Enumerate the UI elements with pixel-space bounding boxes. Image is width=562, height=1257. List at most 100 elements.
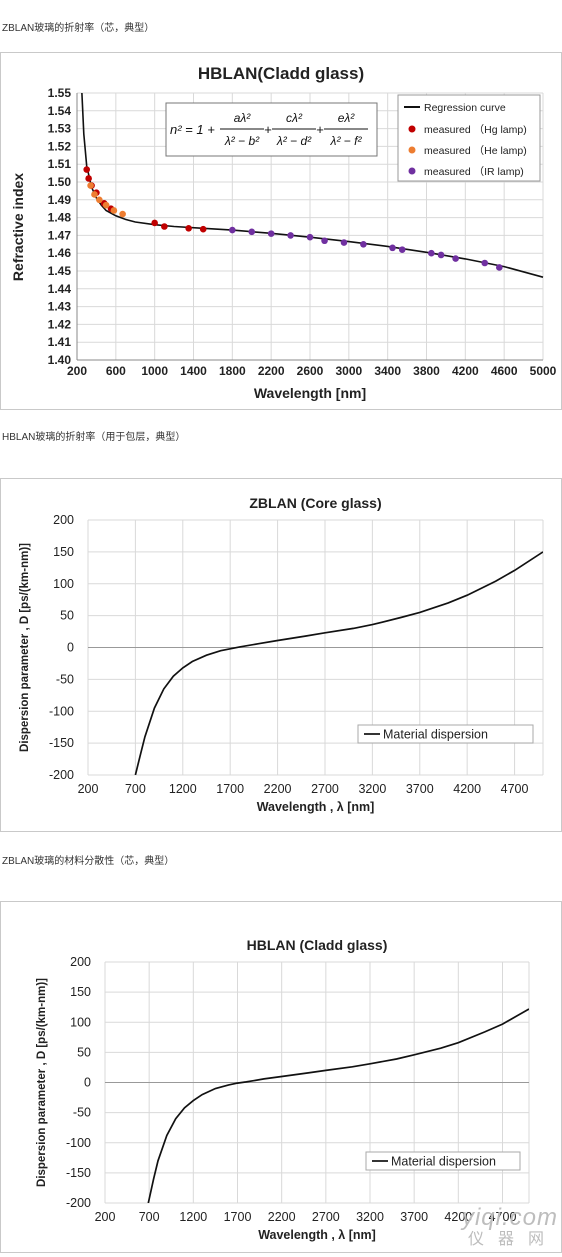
- x-tick-label: 1700: [224, 1210, 252, 1224]
- data-point-ir: [287, 232, 294, 239]
- formula-lhs: n² = 1 +: [170, 122, 215, 137]
- formula-box: n² = 1 + aλ² λ² − b² + cλ² λ² − d² + eλ² λ² − f²: [165, 102, 378, 157]
- chart-title: ZBLAN (Core glass): [249, 495, 381, 511]
- data-point-he: [102, 201, 110, 209]
- legend-label: Material dispersion: [383, 728, 488, 742]
- y-tick-label: 200: [70, 955, 91, 969]
- data-point-ir: [229, 226, 236, 234]
- x-tick-label: 2200: [264, 782, 292, 796]
- y-tick-label: 1.41: [48, 335, 72, 349]
- y-tick-label: 1.49: [48, 193, 72, 207]
- data-point-he: [87, 182, 94, 189]
- x-tick-label: 700: [139, 1210, 160, 1224]
- x-tick-label: 4200: [444, 1210, 472, 1224]
- legend-frame: [397, 94, 541, 182]
- data-point-ir: [496, 264, 503, 271]
- legend-label: measured （He lamp): [424, 145, 527, 157]
- formula-denominator: λ² − d²: [276, 134, 312, 148]
- y-tick-label: 1.53: [48, 122, 72, 136]
- formula-numerator: eλ²: [338, 111, 356, 125]
- data-point-ir: [481, 259, 489, 267]
- chart-hblan-dispersion: 200 700 1200 1700 2200 2700 3200 3700 4200 4700 20…: [36, 937, 530, 1242]
- data-point-hg: [185, 224, 192, 232]
- y-tick-label: 1.52: [48, 139, 72, 153]
- y-tick-label: 1.48: [48, 211, 72, 225]
- x-tick-label: 1700: [216, 782, 244, 796]
- formula-plus: +: [264, 122, 272, 137]
- x-tick-label: 1800: [219, 364, 246, 378]
- legend-frame: [365, 1151, 521, 1171]
- data-point-ir: [437, 251, 445, 259]
- x-tick-label: 2200: [258, 364, 285, 378]
- data-point-he: [91, 191, 98, 198]
- x-tick-label: 3000: [335, 364, 362, 378]
- y-tick-label: 0: [84, 1076, 91, 1090]
- formula-denominator: λ² − f²: [330, 134, 363, 148]
- x-tick-label: 700: [125, 782, 146, 796]
- legend: Material dispersion: [357, 724, 534, 744]
- x-axis-title: Wavelength , λ [nm]: [258, 1228, 376, 1242]
- x-tick-label: 5000: [530, 364, 557, 378]
- x-axis-title: Wavelength , λ [nm]: [257, 800, 375, 814]
- y-tick-label: -50: [56, 672, 74, 686]
- y-tick-label: -100: [66, 1136, 91, 1150]
- data-point-hg: [199, 225, 207, 233]
- x-tick-label: 4600: [491, 364, 518, 378]
- y-tick-label: 1.46: [48, 246, 72, 260]
- y-tick-label: 1.55: [48, 86, 72, 100]
- caption-hblan-index: HBLAN玻璃的折射率（用于包层，典型）: [2, 432, 186, 443]
- chart-title: HBLAN (Cladd glass): [247, 937, 388, 953]
- x-tick-label: 1400: [180, 364, 207, 378]
- x-tick-label: 3400: [374, 364, 401, 378]
- x-tick-label: 3700: [406, 782, 434, 796]
- data-point-ir: [452, 255, 459, 262]
- chart-refractive-index: 200 600 1000 1400 1800 2200 2600 3000 3400 3800 42…: [10, 64, 557, 401]
- y-axis-title: Dispersion parameter , D [ps/(km-nm)]: [36, 978, 48, 1187]
- y-tick-label: -200: [66, 1196, 91, 1210]
- y-tick-label: 1.54: [48, 104, 72, 118]
- data-point-ir: [398, 246, 406, 253]
- x-tick-label: 3200: [358, 782, 386, 796]
- data-point-ir: [248, 228, 256, 236]
- x-axis-title: Wavelength [nm]: [254, 385, 366, 401]
- x-tick-label: 1200: [169, 782, 197, 796]
- y-tick-label: 1.42: [48, 317, 72, 331]
- series-line-material-dispersion: [134, 551, 543, 775]
- y-axis-title: Refractive index: [10, 173, 26, 281]
- chart-panel-refractive-index: 200 600 1000 1400 1800 2200 2600 3000 3400 3800 42…: [0, 52, 562, 410]
- y-tick-label: 150: [53, 545, 74, 559]
- y-tick-label: -200: [49, 768, 74, 782]
- x-tick-label: 4200: [452, 364, 479, 378]
- formula-numerator: aλ²: [234, 111, 252, 125]
- data-point-hg: [161, 223, 168, 230]
- x-tick-label: 2200: [268, 1210, 296, 1224]
- data-point-ir: [321, 237, 328, 245]
- data-point-he: [110, 207, 118, 214]
- legend-swatch-marker: [408, 167, 416, 175]
- chart-zblan-dispersion: 200 700 1200 1700 2200 2700 3200 3700 4200 4700 20…: [19, 495, 544, 814]
- y-tick-label: 1.40: [48, 353, 72, 367]
- watermark-line1: yiqi.com: [461, 1204, 558, 1231]
- x-tick-label: 3200: [356, 1210, 384, 1224]
- data-point-hg: [83, 166, 91, 173]
- data-point-ir: [306, 233, 314, 241]
- y-tick-label: 0: [67, 641, 74, 655]
- formula-numerator: cλ²: [286, 111, 303, 125]
- x-tick-label: 4200: [453, 782, 481, 796]
- data-point-he: [96, 196, 103, 204]
- y-tick-label: 50: [77, 1045, 91, 1059]
- x-tick-label: 1200: [179, 1210, 207, 1224]
- y-tick-label: 1.43: [48, 300, 72, 314]
- data-point-hg: [151, 219, 158, 227]
- y-axis-title: Dispersion parameter , D [ps/(km-nm)]: [19, 543, 31, 752]
- x-tick-label: 200: [78, 782, 99, 796]
- legend-label: Regression curve: [424, 102, 506, 114]
- y-tick-label: 200: [53, 513, 74, 527]
- watermark-logo: yiqi.com 仪器网: [438, 1205, 558, 1249]
- x-tick-label: 200: [67, 364, 87, 378]
- y-tick-label: 50: [60, 609, 74, 623]
- y-tick-label: 100: [70, 1015, 91, 1029]
- y-tick-label: 1.51: [48, 157, 72, 171]
- legend-swatch-marker: [408, 125, 416, 133]
- y-tick-label: -150: [66, 1166, 91, 1180]
